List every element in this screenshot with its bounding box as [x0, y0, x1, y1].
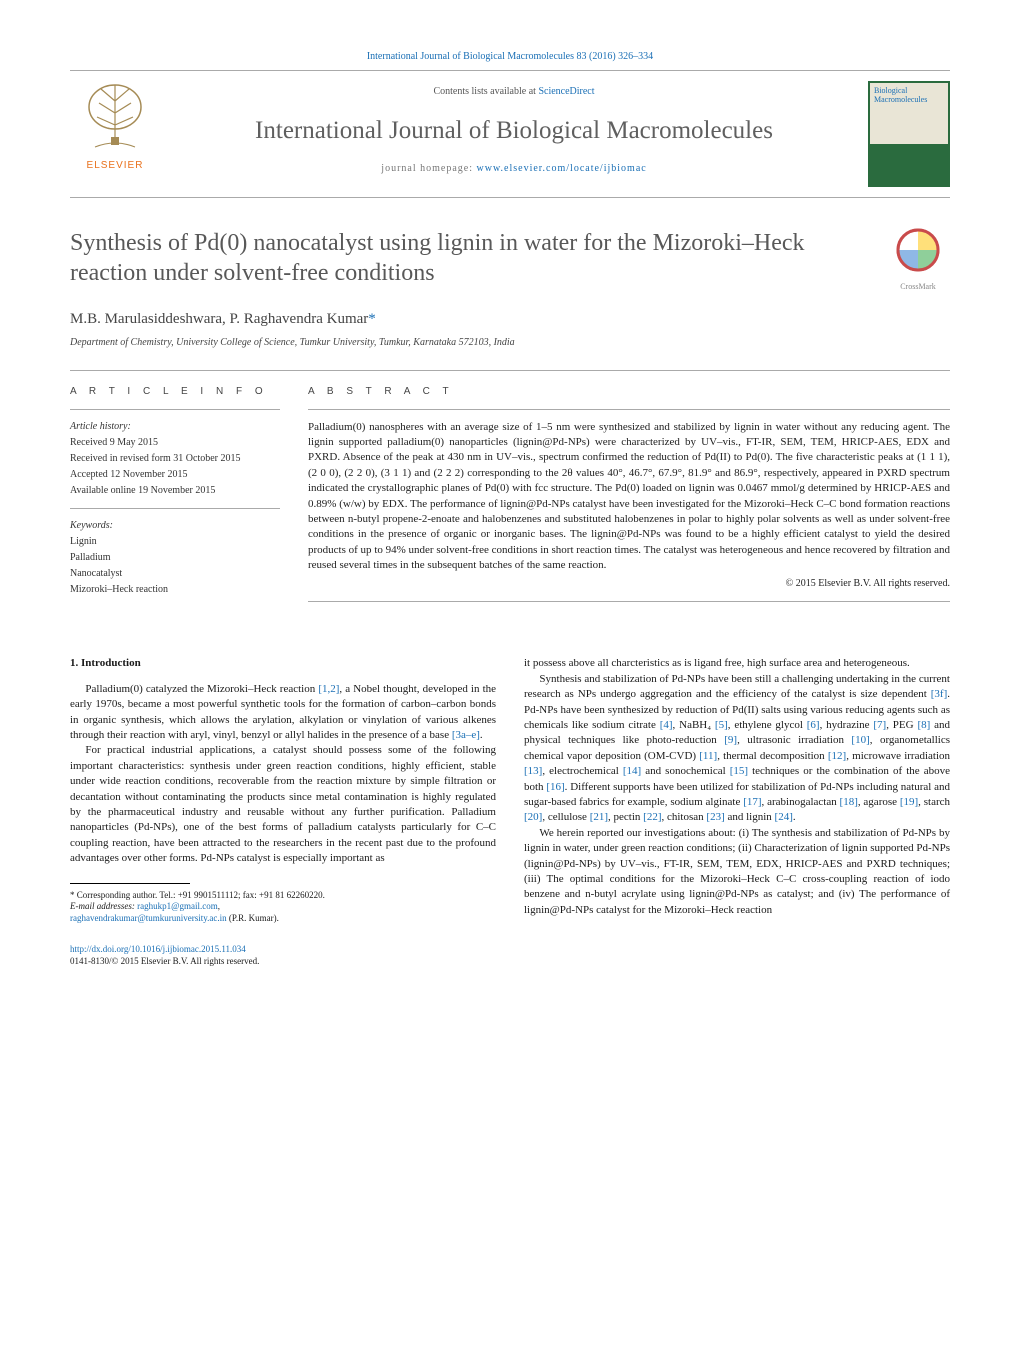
article-info-heading: A R T I C L E I N F O [70, 385, 280, 399]
keyword-0: Lignin [70, 535, 280, 549]
homepage-line: journal homepage: www.elsevier.com/locat… [176, 162, 852, 176]
header-center: Contents lists available at ScienceDirec… [176, 81, 852, 176]
homepage-prefix: journal homepage: [381, 163, 476, 174]
crossmark-label: CrossMark [886, 281, 950, 292]
email-link-2[interactable]: raghavendrakumar@tumkuruniversity.ac.in [70, 913, 227, 923]
journal-name: International Journal of Biological Macr… [176, 113, 852, 148]
doi-link[interactable]: http://dx.doi.org/10.1016/j.ijbiomac.201… [70, 944, 246, 954]
contents-prefix: Contents lists available at [433, 86, 538, 97]
affiliation: Department of Chemistry, University Coll… [70, 336, 950, 350]
info-divider-1 [70, 409, 280, 410]
footnote-rule [70, 883, 190, 884]
right-column: it possess above all charcteristics as i… [524, 656, 950, 967]
rule-top [70, 70, 950, 71]
keyword-3: Mizoroki–Heck reaction [70, 583, 280, 597]
keywords-label: Keywords: [70, 519, 280, 533]
authors: M.B. Marulasiddeshwara, P. Raghavendra K… [70, 309, 950, 330]
homepage-link[interactable]: www.elsevier.com/locate/ijbiomac [477, 163, 647, 174]
history-item-2: Accepted 12 November 2015 [70, 468, 280, 482]
info-divider-2 [70, 508, 280, 509]
abstract-text: Palladium(0) nanospheres with an average… [308, 420, 950, 574]
crossmark-badge[interactable]: CrossMark [886, 228, 950, 293]
abstract-heading: A B S T R A C T [308, 385, 950, 399]
history-item-3: Available online 19 November 2015 [70, 484, 280, 498]
abstract-divider-top [308, 409, 950, 410]
history-label: Article history: [70, 420, 280, 434]
crossmark-icon [896, 228, 940, 272]
email-suffix: (P.R. Kumar). [227, 913, 279, 923]
email-sep: , [218, 901, 220, 911]
citation-bar: International Journal of Biological Macr… [70, 50, 950, 64]
contents-line: Contents lists available at ScienceDirec… [176, 85, 852, 99]
article-info-column: A R T I C L E I N F O Article history: R… [70, 385, 280, 613]
abstract-copyright: © 2015 Elsevier B.V. All rights reserved… [308, 577, 950, 591]
elsevier-tree-icon [79, 81, 151, 157]
abstract-column: A B S T R A C T Palladium(0) nanospheres… [308, 385, 950, 613]
left-para-0: Palladium(0) catalyzed the Mizoroki–Heck… [70, 682, 496, 744]
doi-block: http://dx.doi.org/10.1016/j.ijbiomac.201… [70, 943, 496, 968]
email-label: E-mail addresses: [70, 901, 137, 911]
keyword-1: Palladium [70, 551, 280, 565]
history-item-0: Received 9 May 2015 [70, 436, 280, 450]
right-para-0: it possess above all charcteristics as i… [524, 656, 950, 671]
right-para-2: We herein reported our investigations ab… [524, 826, 950, 918]
issn-copyright: 0141-8130/© 2015 Elsevier B.V. All right… [70, 956, 259, 966]
journal-cover: Biological Macromolecules [868, 81, 950, 187]
email-footnote: E-mail addresses: raghukp1@gmail.com, ra… [70, 901, 496, 924]
left-para-1: For practical industrial applications, a… [70, 743, 496, 866]
abstract-divider-bottom [308, 601, 950, 602]
elsevier-logo: ELSEVIER [70, 81, 160, 173]
journal-header: ELSEVIER Contents lists available at Sci… [70, 75, 950, 198]
article-title: Synthesis of Pd(0) nanocatalyst using li… [70, 228, 866, 288]
corr-footnote: * Corresponding author. Tel.: +91 990151… [70, 890, 496, 902]
sciencedirect-link[interactable]: ScienceDirect [538, 86, 594, 97]
citation-link[interactable]: International Journal of Biological Macr… [367, 51, 653, 62]
authors-names: M.B. Marulasiddeshwara, P. Raghavendra K… [70, 311, 368, 327]
left-column: 1. Introduction Palladium(0) catalyzed t… [70, 656, 496, 967]
corresponding-marker: * [368, 311, 376, 327]
body-columns: 1. Introduction Palladium(0) catalyzed t… [70, 656, 950, 967]
footnotes: * Corresponding author. Tel.: +91 990151… [70, 890, 496, 925]
section-title: Introduction [81, 657, 141, 669]
section-number: 1. [70, 657, 78, 669]
keyword-2: Nanocatalyst [70, 567, 280, 581]
email-link-1[interactable]: raghukp1@gmail.com [137, 901, 218, 911]
section-heading: 1. Introduction [70, 656, 496, 671]
cover-text: Biological Macromolecules [874, 87, 948, 105]
elsevier-wordmark: ELSEVIER [87, 159, 144, 173]
right-para-1: Synthesis and stabilization of Pd-NPs ha… [524, 672, 950, 826]
history-item-1: Received in revised form 31 October 2015 [70, 452, 280, 466]
rule-above-info [70, 370, 950, 371]
